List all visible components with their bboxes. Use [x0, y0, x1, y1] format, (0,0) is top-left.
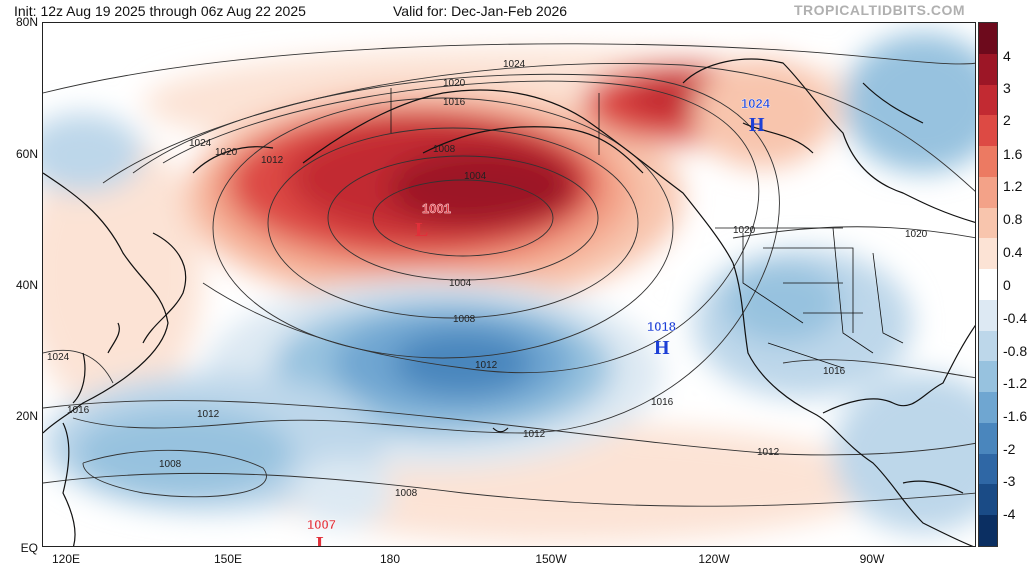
- isobar-label: 1020: [215, 147, 238, 158]
- lat-label-20n: 20N: [15, 409, 38, 423]
- lon-label-180: 180: [379, 552, 401, 566]
- coastlines: [43, 58, 975, 546]
- isobar-label: 1020: [733, 225, 756, 236]
- isobar-label: 1012: [475, 360, 498, 371]
- isobar-label: 1008: [453, 314, 476, 325]
- colorbar-label: -2: [1003, 441, 1016, 457]
- colorbar-segment: [979, 176, 997, 209]
- isobar-label: 1016: [651, 397, 674, 408]
- colorbar-label: 4: [1003, 48, 1011, 64]
- colorbar-segment: [979, 207, 997, 239]
- lat-label-eq: EQ: [20, 541, 38, 555]
- colorbar-label: -1.6: [1003, 408, 1028, 424]
- low-center-value: 1007: [307, 517, 336, 532]
- isobar-label: 1024: [503, 59, 526, 70]
- isobar-labels: 1024 1020 1016 1024 1020 1012 1008 1004 …: [47, 59, 928, 499]
- colorbar-label: -0.4: [1003, 310, 1028, 326]
- isobar-label: 1012: [523, 429, 546, 440]
- anomaly-map: 1024 1020 1016 1024 1020 1012 1008 1004 …: [43, 23, 975, 547]
- isobar-contours: [43, 43, 975, 507]
- colorbar-segment: [979, 484, 997, 516]
- map-panel[interactable]: 1024 1020 1016 1024 1020 1012 1008 1004 …: [42, 22, 976, 547]
- political-borders: [390, 88, 904, 369]
- isobar-label: 1024: [189, 138, 212, 149]
- colorbar-segment: [979, 392, 997, 424]
- isobar-label: 1012: [261, 155, 284, 166]
- colorbar-segment: [979, 361, 997, 393]
- init-time-label: Init: 12z Aug 19 2025 through 06z Aug 22…: [14, 3, 306, 19]
- pressure-centers: 1001 L 1018 H 1024 H 1007 L: [307, 96, 771, 547]
- colorbar-label: 0: [1003, 277, 1011, 293]
- valid-period-label: Valid for: Dec-Jan-Feb 2026: [393, 3, 568, 19]
- header: Init: 12z Aug 19 2025 through 06z Aug 22…: [0, 0, 1032, 22]
- colorbar-segment: [979, 453, 997, 485]
- lat-label-80n: 80N: [15, 15, 38, 29]
- colorbar-segment: [979, 146, 997, 178]
- colorbar-label: -3: [1003, 473, 1016, 489]
- low-center-value: 1001: [422, 201, 451, 216]
- colorbar-label: 3: [1003, 80, 1011, 96]
- colorbar-label: -4: [1003, 506, 1016, 522]
- lon-label-90w: 90W: [859, 552, 885, 566]
- isobar-label: 1024: [47, 352, 70, 363]
- colorbar-label: 0.8: [1003, 211, 1023, 227]
- isobar-label: 1004: [464, 171, 487, 182]
- isobar-label: 1004: [449, 278, 472, 289]
- lon-label-120e: 120E: [51, 552, 81, 566]
- colorbar-label: 0.4: [1003, 244, 1023, 260]
- colorbar-label: 1.2: [1003, 178, 1023, 194]
- lat-label-40n: 40N: [15, 278, 38, 292]
- lon-label-120w: 120W: [698, 552, 730, 566]
- colorbar-segment: [979, 84, 997, 116]
- colorbar-label: 1.6: [1003, 146, 1023, 162]
- low-center-marker: L: [316, 533, 329, 547]
- isobar-label: 1016: [443, 97, 466, 108]
- colorbar-segment: [979, 53, 997, 85]
- colorbar-label: 2: [1003, 112, 1011, 128]
- high-center-value: 1024: [741, 96, 771, 111]
- colorbar-segment: [979, 269, 997, 301]
- colorbar-label: -1.2: [1003, 375, 1028, 391]
- isobar-label: 1012: [197, 409, 220, 420]
- isobar-label: 1020: [905, 229, 928, 240]
- colorbar-segment: [979, 238, 997, 270]
- lat-label-60n: 60N: [15, 147, 38, 161]
- low-center-marker: L: [415, 219, 428, 241]
- brand-watermark: TROPICALTIDBITS.COM: [794, 2, 966, 18]
- high-center-marker: H: [654, 337, 670, 359]
- high-center-marker: H: [749, 114, 765, 136]
- isobar-label: 1008: [159, 459, 182, 470]
- isobar-label: 1016: [67, 405, 90, 416]
- colorbar-segment: [979, 23, 997, 55]
- lon-label-150e: 150E: [213, 552, 243, 566]
- colorbar: [978, 22, 998, 547]
- isobar-label: 1008: [433, 144, 456, 155]
- colorbar-segment: [979, 422, 997, 455]
- isobar-label: 1016: [823, 366, 846, 377]
- colorbar-segment: [979, 515, 997, 547]
- isobar-label: 1020: [443, 78, 466, 89]
- colorbar-segment: [979, 299, 997, 332]
- colorbar-label: -0.8: [1003, 343, 1028, 359]
- isobar-label: 1008: [395, 488, 418, 499]
- anomaly-shading: [43, 23, 975, 546]
- high-center-value: 1018: [647, 319, 676, 334]
- isobar-label: 1012: [757, 447, 780, 458]
- colorbar-segment: [979, 330, 997, 362]
- lon-label-150w: 150W: [535, 552, 567, 566]
- colorbar-segment: [979, 115, 997, 147]
